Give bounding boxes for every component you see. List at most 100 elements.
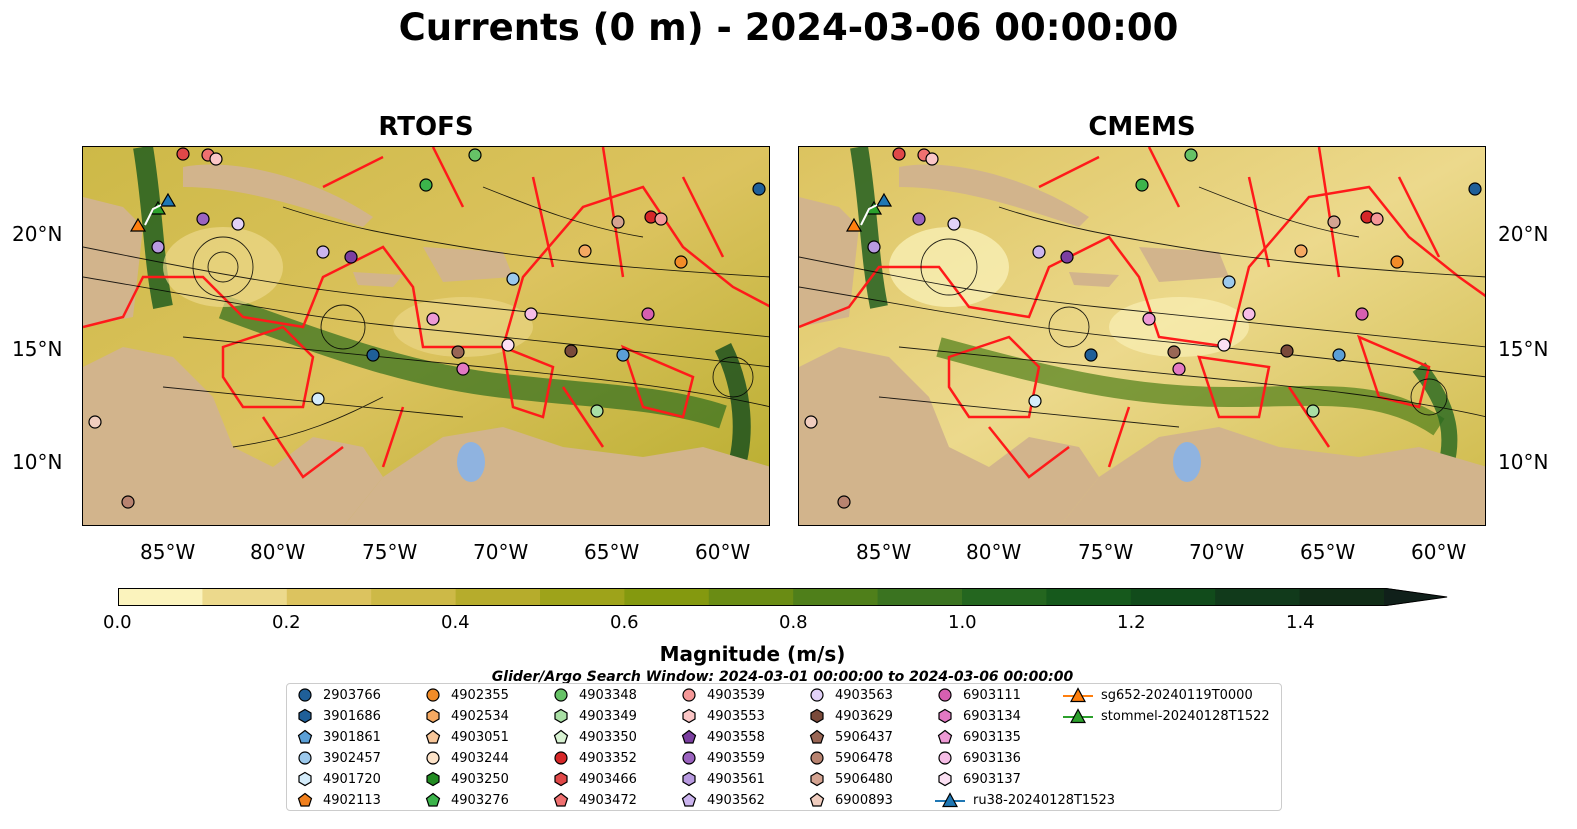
legend-item-label: ru38-20240128T1523 bbox=[973, 792, 1116, 808]
legend-marker-icon bbox=[809, 729, 825, 744]
legend-item: 4901720 bbox=[295, 771, 381, 787]
legend-item-label: 4903051 bbox=[451, 729, 509, 745]
legend-item: 4903276 bbox=[423, 792, 509, 808]
legend-marker-icon bbox=[554, 688, 568, 702]
legend-marker-icon bbox=[554, 751, 568, 765]
legend-item: 6903135 bbox=[935, 729, 1021, 745]
legend-item: 4902534 bbox=[423, 708, 509, 724]
legend-item-label: 4903349 bbox=[579, 708, 637, 724]
legend-item-label: 6903135 bbox=[963, 729, 1021, 745]
legend-item: 6903137 bbox=[935, 771, 1021, 787]
legend-item: 4903349 bbox=[551, 708, 637, 724]
legend-item: 4903558 bbox=[679, 729, 765, 745]
colorbar-segment bbox=[540, 588, 625, 606]
legend-marker-icon bbox=[554, 708, 568, 724]
legend-item-label: sg652-20240119T0000 bbox=[1101, 687, 1253, 703]
legend-marker-icon bbox=[810, 708, 824, 724]
legend-item-label: 4903553 bbox=[707, 708, 765, 724]
colorbar-segment bbox=[793, 588, 879, 606]
legend-item-label: 6900893 bbox=[835, 792, 893, 808]
legend-item-label: 6903134 bbox=[963, 708, 1021, 724]
map-cmems-canvas bbox=[799, 147, 1485, 525]
colorbar-segment bbox=[1299, 588, 1385, 606]
legend-item-label: 6903111 bbox=[963, 687, 1021, 703]
legend-item: 4903539 bbox=[679, 687, 765, 703]
legend-item: 3901861 bbox=[295, 729, 381, 745]
legend-marker-icon bbox=[810, 751, 824, 765]
colorbar-tick-label: 1.4 bbox=[1286, 612, 1315, 633]
legend-item-label: 6903136 bbox=[963, 750, 1021, 766]
legend-item: 4902113 bbox=[295, 792, 381, 808]
lon-tick-left-75: 75°W bbox=[362, 540, 418, 564]
lat-tick-left-10: 10°N bbox=[12, 450, 63, 474]
legend-item-label: stommel-20240128T1522 bbox=[1101, 708, 1270, 724]
legend-item: 6903111 bbox=[935, 687, 1021, 703]
colorbar-title: Magnitude (m/s) bbox=[659, 642, 846, 666]
legend-marker-icon bbox=[553, 729, 569, 744]
legend-item-label: 4903472 bbox=[579, 792, 637, 808]
legend-item-label: 4903348 bbox=[579, 687, 637, 703]
legend-item-label: 5906437 bbox=[835, 729, 893, 745]
legend-item: 5906480 bbox=[807, 771, 893, 787]
legend-item: 4903051 bbox=[423, 729, 509, 745]
legend-marker-icon bbox=[553, 792, 569, 807]
colorbar-segment bbox=[962, 588, 1047, 606]
legend-item: 6900893 bbox=[807, 792, 893, 808]
legend-item-label: 4901720 bbox=[323, 771, 381, 787]
colorbar-tick-label: 1.2 bbox=[1117, 612, 1146, 633]
legend-item-label: 4903466 bbox=[579, 771, 637, 787]
legend-item-label: 4903250 bbox=[451, 771, 509, 787]
legend-item: stommel-20240128T1522 bbox=[1063, 708, 1270, 724]
lon-tick-right-70: 70°W bbox=[1189, 540, 1245, 564]
legend-marker-icon bbox=[1063, 687, 1093, 703]
legend-marker-icon bbox=[426, 751, 440, 765]
legend-item-label: 2903766 bbox=[323, 687, 381, 703]
legend-item-label: 5906480 bbox=[835, 771, 893, 787]
colorbar-tick-label: 0.8 bbox=[779, 612, 808, 633]
legend-item-label: 4903352 bbox=[579, 750, 637, 766]
legend-item: 4903559 bbox=[679, 750, 765, 766]
colorbar-segment bbox=[1384, 588, 1386, 606]
legend-item-label: 4903558 bbox=[707, 729, 765, 745]
lat-tick-right-15: 15°N bbox=[1498, 337, 1549, 361]
legend-item: 3902457 bbox=[295, 750, 381, 766]
lat-tick-right-20: 20°N bbox=[1498, 222, 1549, 246]
legend-marker-icon bbox=[298, 771, 312, 787]
legend-marker-icon bbox=[681, 729, 697, 744]
legend-item: 4902355 bbox=[423, 687, 509, 703]
lon-tick-right-65: 65°W bbox=[1300, 540, 1356, 564]
colorbar-segment bbox=[1215, 588, 1301, 606]
legend-item-label: 4902113 bbox=[323, 792, 381, 808]
lat-tick-left-15: 15°N bbox=[12, 337, 63, 361]
colorbar bbox=[118, 588, 1448, 606]
legend-marker-icon bbox=[426, 771, 440, 787]
lon-tick-left-60: 60°W bbox=[695, 540, 751, 564]
legend-item-label: 3901686 bbox=[323, 708, 381, 724]
lat-tick-left-20: 20°N bbox=[12, 222, 63, 246]
legend-marker-icon bbox=[297, 729, 313, 744]
colorbar-segment bbox=[371, 588, 457, 606]
legend-item: 4903553 bbox=[679, 708, 765, 724]
legend-marker-icon bbox=[938, 751, 952, 765]
legend-marker-icon bbox=[938, 688, 952, 702]
legend-marker-icon bbox=[425, 729, 441, 744]
legend-item-label: 4902534 bbox=[451, 708, 509, 724]
legend-item-label: 4903244 bbox=[451, 750, 509, 766]
legend-item: ru38-20240128T1523 bbox=[935, 792, 1115, 808]
legend-marker-icon bbox=[554, 771, 568, 787]
colorbar-tick-label: 0.4 bbox=[441, 612, 470, 633]
legend-item: 4903244 bbox=[423, 750, 509, 766]
legend-item: 4903250 bbox=[423, 771, 509, 787]
colorbar-segment bbox=[455, 588, 541, 606]
lon-tick-right-75: 75°W bbox=[1078, 540, 1134, 564]
legend-item-label: 4903629 bbox=[835, 708, 893, 724]
legend-marker-icon bbox=[426, 708, 440, 724]
figure-title: Currents (0 m) - 2024-03-06 00:00:00 bbox=[398, 6, 1179, 49]
legend-item-label: 3902457 bbox=[323, 750, 381, 766]
lon-tick-left-80: 80°W bbox=[250, 540, 306, 564]
legend-marker-icon bbox=[426, 688, 440, 702]
map-rtofs bbox=[82, 146, 770, 526]
colorbar-tick-label: 0.0 bbox=[103, 612, 132, 633]
legend-item-label: 4903561 bbox=[707, 771, 765, 787]
legend-marker-icon bbox=[938, 708, 952, 724]
